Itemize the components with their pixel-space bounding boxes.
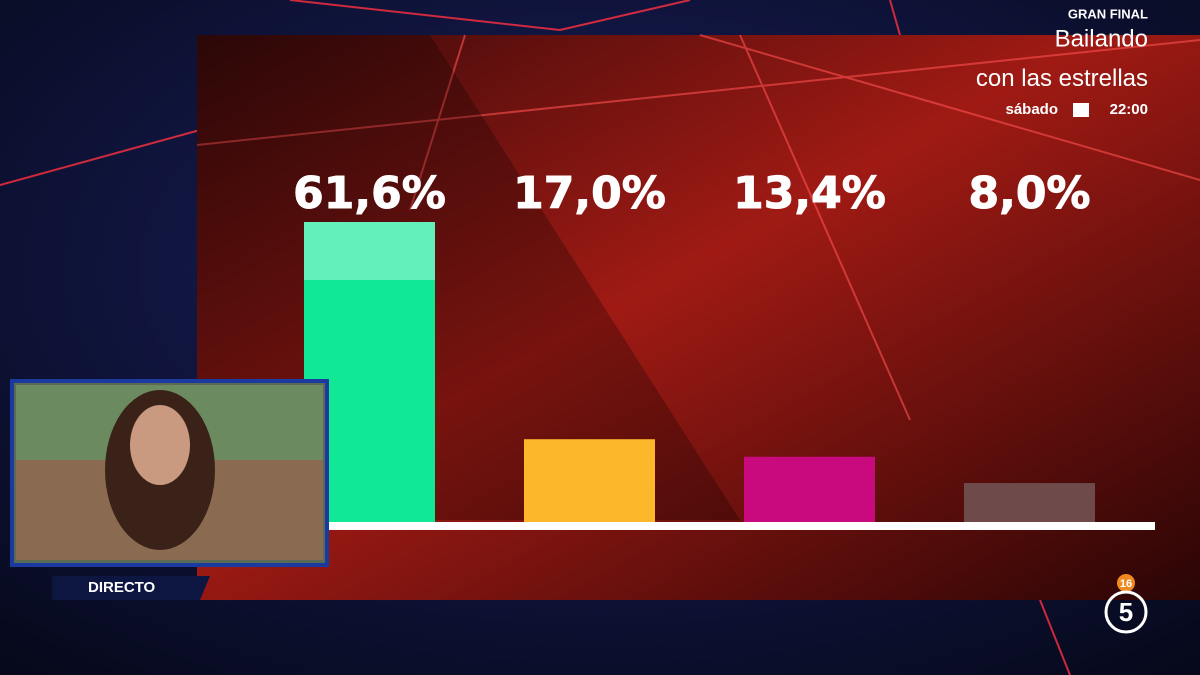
- value-label: 61,6%: [293, 168, 446, 219]
- promo-icon: [1073, 103, 1089, 117]
- promo-title: con las estrellas: [976, 65, 1148, 92]
- live-badge: [52, 576, 210, 600]
- bar: [524, 439, 655, 522]
- rating: 16: [1120, 578, 1132, 590]
- channel-logo-ring: [1104, 590, 1148, 634]
- value-label: 8,0%: [968, 168, 1090, 219]
- light-beams: [0, 0, 1071, 675]
- rating-badge: [1117, 574, 1135, 592]
- live-label: DIRECTO: [88, 579, 156, 596]
- promo-time: 22:00: [1110, 101, 1148, 118]
- channel-logo: 5: [1119, 597, 1133, 627]
- video-person: [130, 405, 190, 485]
- baseline: [325, 522, 1155, 530]
- bar: [964, 483, 1095, 522]
- promo-kicker: GRAN FINAL: [1068, 6, 1148, 21]
- panel-beams: [196, 34, 1200, 421]
- value-label: 13,4%: [733, 168, 886, 219]
- promo-title: Bailando: [1055, 25, 1148, 52]
- bar: [744, 456, 875, 522]
- bar-highlight: [304, 222, 435, 280]
- value-label: 17,0%: [513, 168, 666, 219]
- promo-day: sábado: [1005, 101, 1058, 118]
